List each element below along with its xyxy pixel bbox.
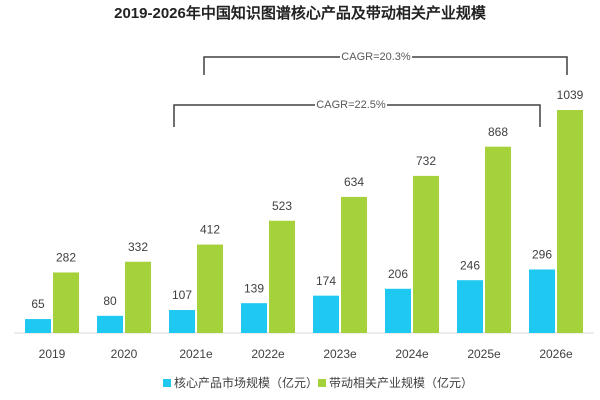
bar <box>197 244 223 333</box>
x-tick-label: 2019 <box>39 347 66 361</box>
value-label: 80 <box>103 294 117 308</box>
value-label: 65 <box>31 297 45 311</box>
value-label: 174 <box>316 274 336 288</box>
x-tick-label: 2026e <box>539 347 573 361</box>
legend-label: 核心产品市场规模（亿元） <box>174 375 318 390</box>
bar <box>25 319 51 333</box>
legend-swatch <box>163 379 171 387</box>
annotation: CAGR=20.3% <box>341 51 411 63</box>
x-tick-label: 2022e <box>251 347 285 361</box>
x-tick-label: 2021e <box>179 347 213 361</box>
value-label: 523 <box>272 199 292 213</box>
bar <box>557 110 583 333</box>
bar <box>385 288 411 333</box>
value-label: 246 <box>460 258 480 272</box>
x-tick-label: 2020 <box>111 347 138 361</box>
label-bg <box>315 96 387 114</box>
bar <box>53 272 79 333</box>
value-label: 1039 <box>557 88 584 102</box>
value-label: 634 <box>344 175 364 189</box>
label-bg <box>340 48 412 66</box>
chart-title: 2019-2026年中国知识图谱核心产品及带动相关产业规模 <box>114 4 487 22</box>
bar <box>241 303 267 333</box>
annotation: CAGR=22.5% <box>316 99 386 111</box>
value-label: 732 <box>416 154 436 168</box>
bar <box>485 146 511 333</box>
bar <box>269 220 295 333</box>
x-tick-label: 2024e <box>395 347 429 361</box>
value-label: 296 <box>532 248 552 262</box>
bar <box>313 295 339 333</box>
value-label: 206 <box>388 267 408 281</box>
bar <box>169 310 195 333</box>
value-label: 139 <box>244 281 264 295</box>
bar <box>341 196 367 333</box>
legend-swatch <box>318 379 326 387</box>
bar <box>97 315 123 333</box>
value-label: 107 <box>172 288 192 302</box>
legend-label: 带动相关产业规模（亿元） <box>329 375 473 390</box>
value-label: 868 <box>488 125 508 139</box>
value-label: 412 <box>200 223 220 237</box>
x-tick-label: 2025e <box>467 347 501 361</box>
value-label: 282 <box>56 251 76 265</box>
bar <box>529 269 555 333</box>
value-label: 332 <box>128 240 148 254</box>
x-tick-label: 2023e <box>323 347 357 361</box>
bar <box>125 261 151 333</box>
bar <box>457 280 483 333</box>
bar <box>413 175 439 333</box>
